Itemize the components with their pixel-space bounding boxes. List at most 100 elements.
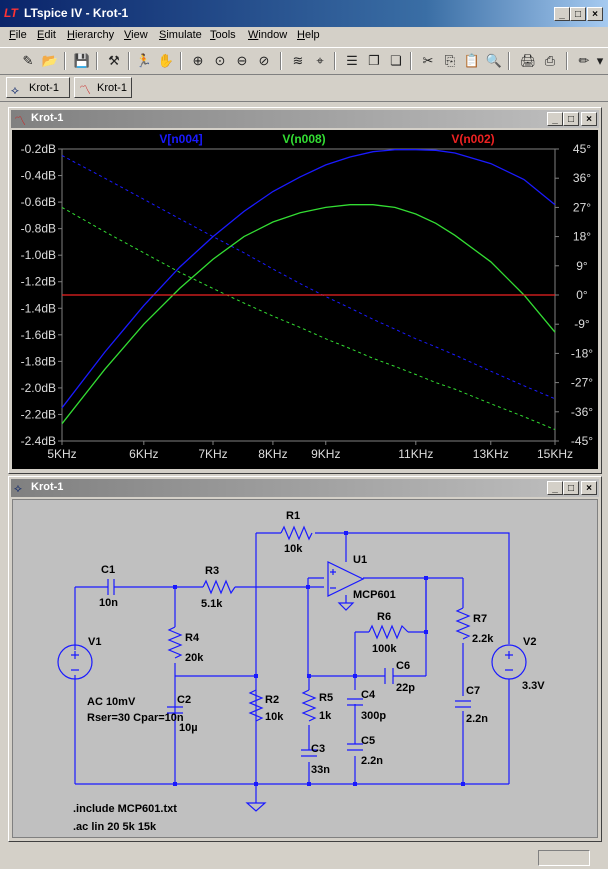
c6-ref: C6 [396, 660, 410, 672]
x-tick-label: 11KHz [398, 447, 433, 461]
minimize-button[interactable]: _ [554, 7, 570, 21]
menu-help[interactable]: Help [297, 29, 320, 41]
zoom-in-icon[interactable]: ⊕ [192, 53, 204, 68]
maximize-button[interactable]: □ [570, 7, 586, 21]
maximize-button[interactable]: □ [563, 481, 579, 495]
minimize-button[interactable]: _ [547, 481, 563, 495]
legend-entry: V(n008) [282, 132, 325, 146]
u1-ref: U1 [353, 554, 367, 566]
menu-file[interactable]: File [9, 29, 27, 41]
print-icon[interactable]: ⎙ [544, 53, 556, 68]
tab-waveform[interactable]: 〽 Krot-1 [74, 77, 132, 98]
save-icon[interactable]: 💾 [73, 53, 91, 68]
find-icon[interactable]: 🔍 [485, 53, 503, 68]
window-title-bar: LT LTspice IV - Krot-1 _ □ × [0, 0, 608, 27]
r1-value: 10k [284, 543, 303, 555]
halt-icon[interactable]: ✋ [157, 53, 175, 68]
r3-value: 5.1k [201, 598, 223, 610]
ground-symbol [245, 802, 267, 812]
r5-value: 1k [319, 710, 332, 722]
tile-horizontal-icon[interactable]: ☰ [346, 53, 358, 68]
new-schematic-icon[interactable]: ✎ [22, 53, 34, 68]
paste-icon[interactable]: 📋 [463, 53, 481, 68]
y-left-tick-label: -1.8dB [21, 354, 56, 368]
r7-ref: R7 [473, 613, 487, 625]
legend-entry: V[n004] [159, 132, 202, 146]
series-phase-line [61, 206, 556, 431]
close-button[interactable]: × [581, 112, 597, 126]
c6-capacitor [384, 668, 394, 684]
tab-label: Krot-1 [97, 82, 127, 94]
schematic-canvas[interactable]: R1 10k U1 MCP601 C1 10n R3 5.1k R6 100k … [12, 499, 598, 838]
close-button[interactable]: × [587, 7, 603, 21]
run-icon[interactable]: 🏃 [135, 53, 153, 68]
y-right-tick-label: -18° [571, 346, 593, 360]
y-right-tick-label: 36° [573, 171, 591, 185]
schematic-icon: ⟡ [11, 83, 19, 97]
x-tick-label: 6KHz [129, 447, 158, 461]
ground-symbol [337, 602, 355, 611]
zoom-pan-icon[interactable]: ⊙ [214, 53, 226, 68]
c4-capacitor [347, 698, 363, 706]
y-left-tick-label: -2.4dB [21, 434, 56, 448]
menu-window[interactable]: Window [248, 29, 288, 41]
r3-ref: R3 [205, 565, 219, 577]
zoom-out-icon[interactable]: ⊖ [236, 53, 248, 68]
cascade-icon[interactable]: ❐ [368, 53, 380, 68]
toolbar-separator [128, 52, 130, 70]
c7-value: 2.2n [466, 713, 488, 725]
r2-ref: R2 [265, 694, 279, 706]
r3-resistor [202, 579, 236, 595]
y-left-tick-label: -0.8dB [21, 222, 56, 236]
v1-source [57, 644, 93, 680]
r4-resistor [167, 626, 183, 659]
menu-hierarchy[interactable]: Hierarchy [67, 29, 115, 41]
waveform-icon: 〽 [79, 83, 92, 97]
c5-value: 2.2n [361, 755, 383, 767]
y-right-tick-label: 0° [576, 288, 588, 302]
bode-plot[interactable]: -0.2dB -0.4dB -0.6dB -0.8dB -1.0dB -1.2dB -1.4… [12, 130, 598, 469]
y-left-tick-label: -0.6dB [21, 195, 56, 209]
c1-value: 10n [99, 597, 118, 609]
c5-capacitor [347, 743, 363, 751]
cut-icon[interactable]: ✂ [422, 53, 434, 68]
plot-pane[interactable]: -0.2dB -0.4dB -0.6dB -0.8dB -1.0dB -1.2dB -1.4… [12, 130, 598, 469]
menu-tools[interactable]: Tools [210, 29, 236, 41]
x-tick-label: 5KHz [47, 447, 76, 461]
y-left-tick-label: -0.4dB [21, 169, 56, 183]
junctions [173, 531, 465, 786]
toolbar-separator [508, 52, 510, 70]
menu-edit[interactable]: Edit [37, 29, 56, 41]
toolbar-separator [566, 52, 568, 70]
v2-ref: V2 [523, 636, 536, 648]
r2-resistor [248, 689, 264, 722]
c4-ref: C4 [361, 689, 376, 701]
close-button[interactable]: × [581, 481, 597, 495]
components [57, 525, 527, 812]
zoom-fit-icon[interactable]: ⊘ [258, 53, 270, 68]
menu-simulate[interactable]: Simulate [159, 29, 202, 41]
maximize-button[interactable]: □ [563, 112, 579, 126]
y-right-tick-label: -36° [571, 405, 593, 419]
open-folder-icon[interactable]: 📂 [41, 53, 59, 68]
cursor-icon[interactable]: ⌖ [316, 53, 324, 68]
pencil-icon[interactable]: ✏ [578, 53, 590, 68]
autorange-icon[interactable]: ≋ [292, 53, 304, 68]
c2-value: 10µ [179, 722, 198, 734]
copy-icon[interactable]: ⎘ [444, 53, 456, 68]
tab-schematic[interactable]: ⟡ Krot-1 [6, 77, 70, 98]
toolbar-separator [96, 52, 98, 70]
schematic-drawing[interactable]: R1 10k U1 MCP601 C1 10n R3 5.1k R6 100k … [13, 500, 599, 839]
c3-capacitor [301, 749, 317, 757]
menu-view[interactable]: View [124, 29, 148, 41]
r4-value: 20k [185, 652, 204, 664]
tile-vertical-icon[interactable]: ❏ [390, 53, 402, 68]
print-setup-icon[interactable]: 🖨 [519, 53, 537, 68]
chevron-down-icon[interactable]: ▾ [596, 53, 604, 68]
window-title: LTspice IV - Krot-1 [24, 6, 129, 20]
y-right-tick-label: 45° [573, 142, 591, 156]
u1-opamp [327, 561, 365, 597]
control-panel-icon[interactable]: ⚒ [108, 53, 120, 68]
minimize-button[interactable]: _ [547, 112, 563, 126]
c3-value: 33n [311, 764, 330, 776]
